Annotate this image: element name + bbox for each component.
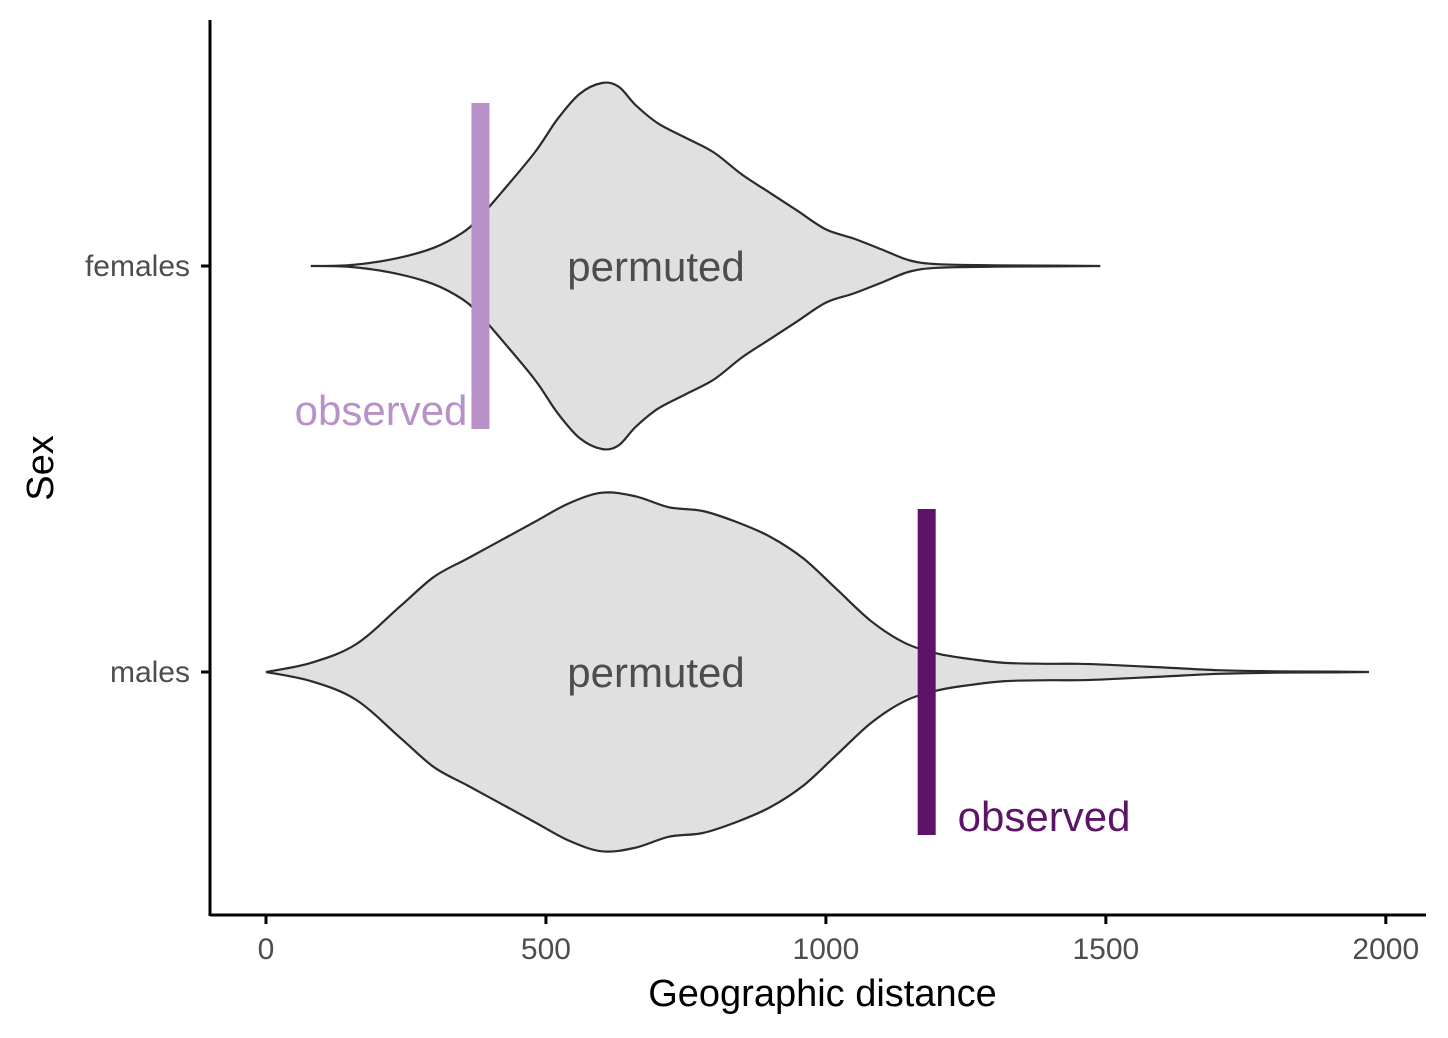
- y-axis-title: Sex: [20, 435, 62, 500]
- x-tick-label: 500: [521, 933, 571, 966]
- violin-females: [310, 81, 1101, 451]
- observed-bar-females: [471, 103, 490, 429]
- observed-label-females: observed: [295, 387, 468, 434]
- permuted-label: permuted: [567, 649, 744, 696]
- x-tick-label: 1000: [793, 933, 860, 966]
- violin-males: [265, 491, 1370, 853]
- observed-label-males: observed: [958, 793, 1131, 840]
- y-tick-label: males: [110, 656, 190, 689]
- x-axis-ticks: 0 500 1000 1500 2000: [258, 915, 1419, 966]
- observed-bar-males: [917, 509, 936, 835]
- x-tick-label: 0: [258, 933, 275, 966]
- y-axis-ticks: females males: [85, 250, 210, 689]
- violin-layer: permuted permuted: [265, 81, 1370, 853]
- x-tick-label: 1500: [1072, 933, 1139, 966]
- observed-layer: observed observed: [295, 103, 1131, 840]
- permuted-label: permuted: [567, 243, 744, 290]
- x-tick-label: 2000: [1352, 933, 1419, 966]
- y-tick-label: females: [85, 250, 190, 283]
- x-axis-title: Geographic distance: [648, 973, 997, 1015]
- axes: 0 500 1000 1500 2000 females males: [85, 20, 1426, 966]
